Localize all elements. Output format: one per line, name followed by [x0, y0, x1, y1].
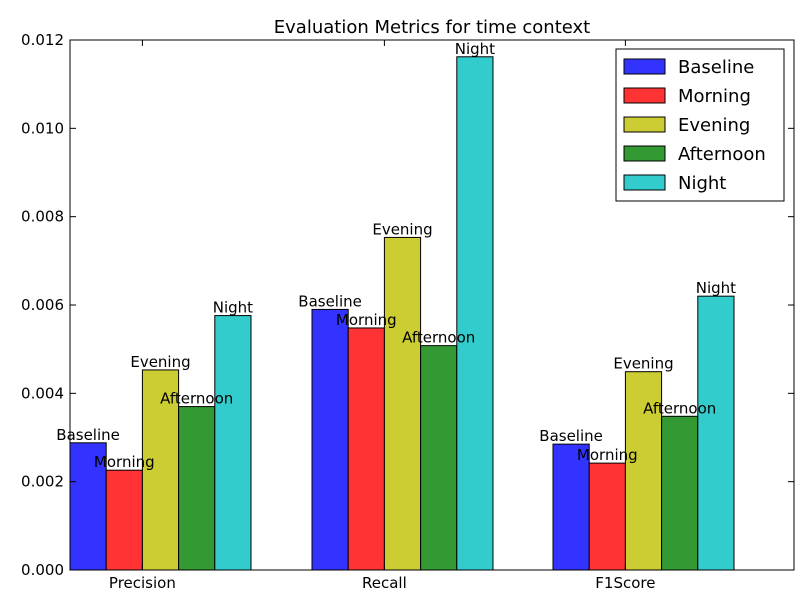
legend-swatch-night — [623, 174, 666, 191]
bar-label-evening-recall: Evening — [372, 220, 432, 238]
y-tick-label: 0.010 — [21, 119, 64, 137]
bar-morning-f1score — [588, 462, 626, 571]
legend-label-baseline: Baseline — [678, 57, 754, 78]
bar-label-night-f1score: Night — [696, 279, 736, 297]
bar-baseline-recall — [311, 308, 349, 571]
bar-night-precision — [214, 315, 252, 571]
x-category-label-precision: Precision — [109, 574, 176, 592]
y-tick-label: 0.002 — [21, 473, 64, 491]
bar-afternoon-f1score — [661, 415, 699, 571]
legend: Baseline Morning Evening Afternoon Night — [615, 48, 785, 202]
x-category-label-recall: Recall — [362, 574, 407, 592]
legend-label-night: Night — [678, 173, 726, 194]
legend-swatch-afternoon — [623, 145, 666, 162]
y-tick-label: 0.004 — [21, 384, 64, 402]
y-tick-label: 0.012 — [21, 31, 64, 49]
bar-label-night-recall: Night — [455, 40, 495, 58]
legend-swatch-baseline — [623, 58, 666, 75]
y-axis: 0.000 0.002 0.004 0.006 0.008 0.010 0.012 — [21, 31, 794, 579]
bar-baseline-precision — [69, 442, 107, 571]
legend-swatch-morning — [623, 87, 666, 104]
y-tick-label: 0.000 — [21, 561, 64, 579]
bar-label-evening-f1score: Evening — [613, 355, 673, 373]
legend-label-afternoon: Afternoon — [678, 144, 766, 165]
bar-label-morning-recall: Morning — [336, 311, 397, 329]
bar-label-morning-precision: Morning — [94, 453, 155, 471]
legend-swatch-evening — [623, 116, 666, 133]
bar-labels-group: BaselineBaselineBaselineMorningMorningMo… — [56, 40, 736, 471]
bar-label-baseline-recall: Baseline — [298, 292, 362, 310]
chart-title: Evaluation Metrics for time context — [274, 17, 590, 38]
x-axis: Precision Recall F1Score — [109, 40, 655, 592]
legend-label-evening: Evening — [678, 115, 750, 136]
bar-label-afternoon-f1score: Afternoon — [643, 399, 716, 417]
bar-afternoon-precision — [178, 406, 216, 571]
bar-label-afternoon-precision: Afternoon — [160, 390, 233, 408]
bar-label-baseline-f1score: Baseline — [539, 427, 603, 445]
bar-baseline-f1score — [552, 443, 590, 571]
bar-label-night-precision: Night — [213, 299, 253, 317]
bar-morning-precision — [105, 469, 143, 571]
bar-label-evening-precision: Evening — [130, 353, 190, 371]
x-category-label-f1score: F1Score — [595, 574, 655, 592]
y-tick-label: 0.006 — [21, 296, 64, 314]
bar-evening-recall — [383, 236, 422, 571]
bars-group — [69, 56, 735, 571]
bar-label-baseline-precision: Baseline — [56, 426, 120, 444]
bar-afternoon-recall — [420, 345, 458, 571]
y-tick-label: 0.008 — [21, 208, 64, 226]
bar-night-recall — [456, 56, 494, 571]
bar-label-afternoon-recall: Afternoon — [402, 329, 475, 347]
bar-night-f1score — [697, 295, 735, 571]
bar-morning-recall — [347, 327, 385, 571]
bar-label-morning-f1score: Morning — [577, 446, 638, 464]
legend-label-morning: Morning — [678, 86, 751, 107]
